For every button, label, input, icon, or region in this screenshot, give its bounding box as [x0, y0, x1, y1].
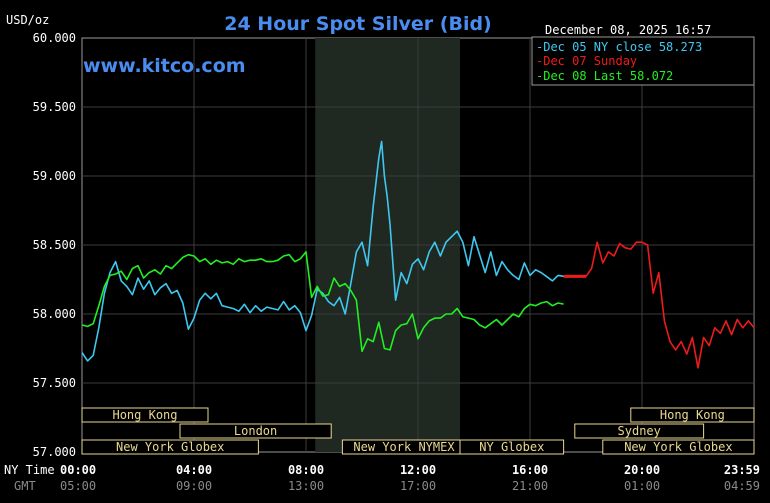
- session-box: [630, 407, 755, 423]
- x-tick-label-ny: 08:00: [288, 463, 324, 477]
- session-label: Hong Kong: [660, 408, 725, 422]
- session-box: [574, 423, 705, 439]
- y-tick-label: 60.000: [33, 31, 76, 45]
- session-box: [81, 407, 209, 423]
- x-tick-label-gmt: 01:00: [624, 479, 660, 493]
- session-label: New York Globex: [624, 440, 732, 454]
- series-line-1: [81, 140, 564, 362]
- legend: -Dec 05 NY close 58.273 -Dec 07 Sunday -…: [531, 36, 755, 86]
- y-tick-label: 59.000: [33, 169, 76, 183]
- session-box: [602, 439, 755, 455]
- x-tick-label-ny: 16:00: [512, 463, 548, 477]
- session-label: New York NYMEX: [353, 440, 455, 454]
- session-box: [81, 439, 259, 455]
- watermark-url: www.kitco.com: [83, 55, 246, 77]
- y-tick-label: 57.500: [33, 376, 76, 390]
- session-label: NY Globex: [479, 440, 544, 454]
- session-label: Hong Kong: [112, 408, 177, 422]
- legend-entry-dec08: -Dec 08 Last 58.072: [536, 69, 673, 83]
- x-tick-label-ny: 20:00: [624, 463, 660, 477]
- x-tick-label-gmt: 05:00: [60, 479, 96, 493]
- x-tick-label-ny: 12:00: [400, 463, 436, 477]
- session-label: Sydney: [618, 424, 661, 438]
- y-tick-label: 58.000: [33, 307, 76, 321]
- x-tick-labels: 00:00 05:00 04:00 09:00 08:00 13:00 12:00 17:00…: [60, 463, 760, 493]
- series-line-3: [81, 251, 564, 353]
- session-label: London: [234, 424, 277, 438]
- grid-lines: [82, 38, 755, 452]
- legend-entry-dec05: -Dec 05 NY close 58.273: [536, 40, 702, 54]
- x-tick-label-gmt: 09:00: [176, 479, 212, 493]
- market-sessions: Hong Kong London New York Globex New York N…: [81, 407, 755, 455]
- y-tick-label: 59.500: [33, 100, 76, 114]
- x-tick-label-ny: 04:00: [176, 463, 212, 477]
- x-tick-label-ny: 23:59: [724, 463, 760, 477]
- series-line-2: [563, 241, 755, 369]
- x-tick-label-ny: 00:00: [60, 463, 96, 477]
- x-row-label-gmt: GMT: [14, 479, 36, 493]
- y-tick-label: 58.500: [33, 238, 76, 252]
- y-tick-label: 57.000: [33, 445, 76, 459]
- series-lines: [81, 140, 755, 369]
- x-tick-label-gmt: 17:00: [400, 479, 436, 493]
- legend-entry-dec07: -Dec 07 Sunday: [536, 54, 637, 68]
- session-box: [459, 439, 565, 455]
- y-axis-unit-label: USD/oz: [6, 13, 49, 27]
- y-tick-labels: 60.000 59.500 59.000 58.500 58.000 57.500 57.0…: [33, 31, 76, 459]
- x-tick-label-gmt: 13:00: [288, 479, 324, 493]
- x-tick-label-gmt: 04:59: [724, 479, 760, 493]
- x-row-label-ny: NY Time: [4, 463, 55, 477]
- chart-title: 24 Hour Spot Silver (Bid): [224, 13, 491, 35]
- session-label: New York Globex: [116, 440, 224, 454]
- legend-box: [531, 36, 755, 86]
- x-tick-label-gmt: 21:00: [512, 479, 548, 493]
- session-box: [179, 423, 332, 439]
- chart-timestamp: December 08, 2025 16:57: [545, 23, 711, 37]
